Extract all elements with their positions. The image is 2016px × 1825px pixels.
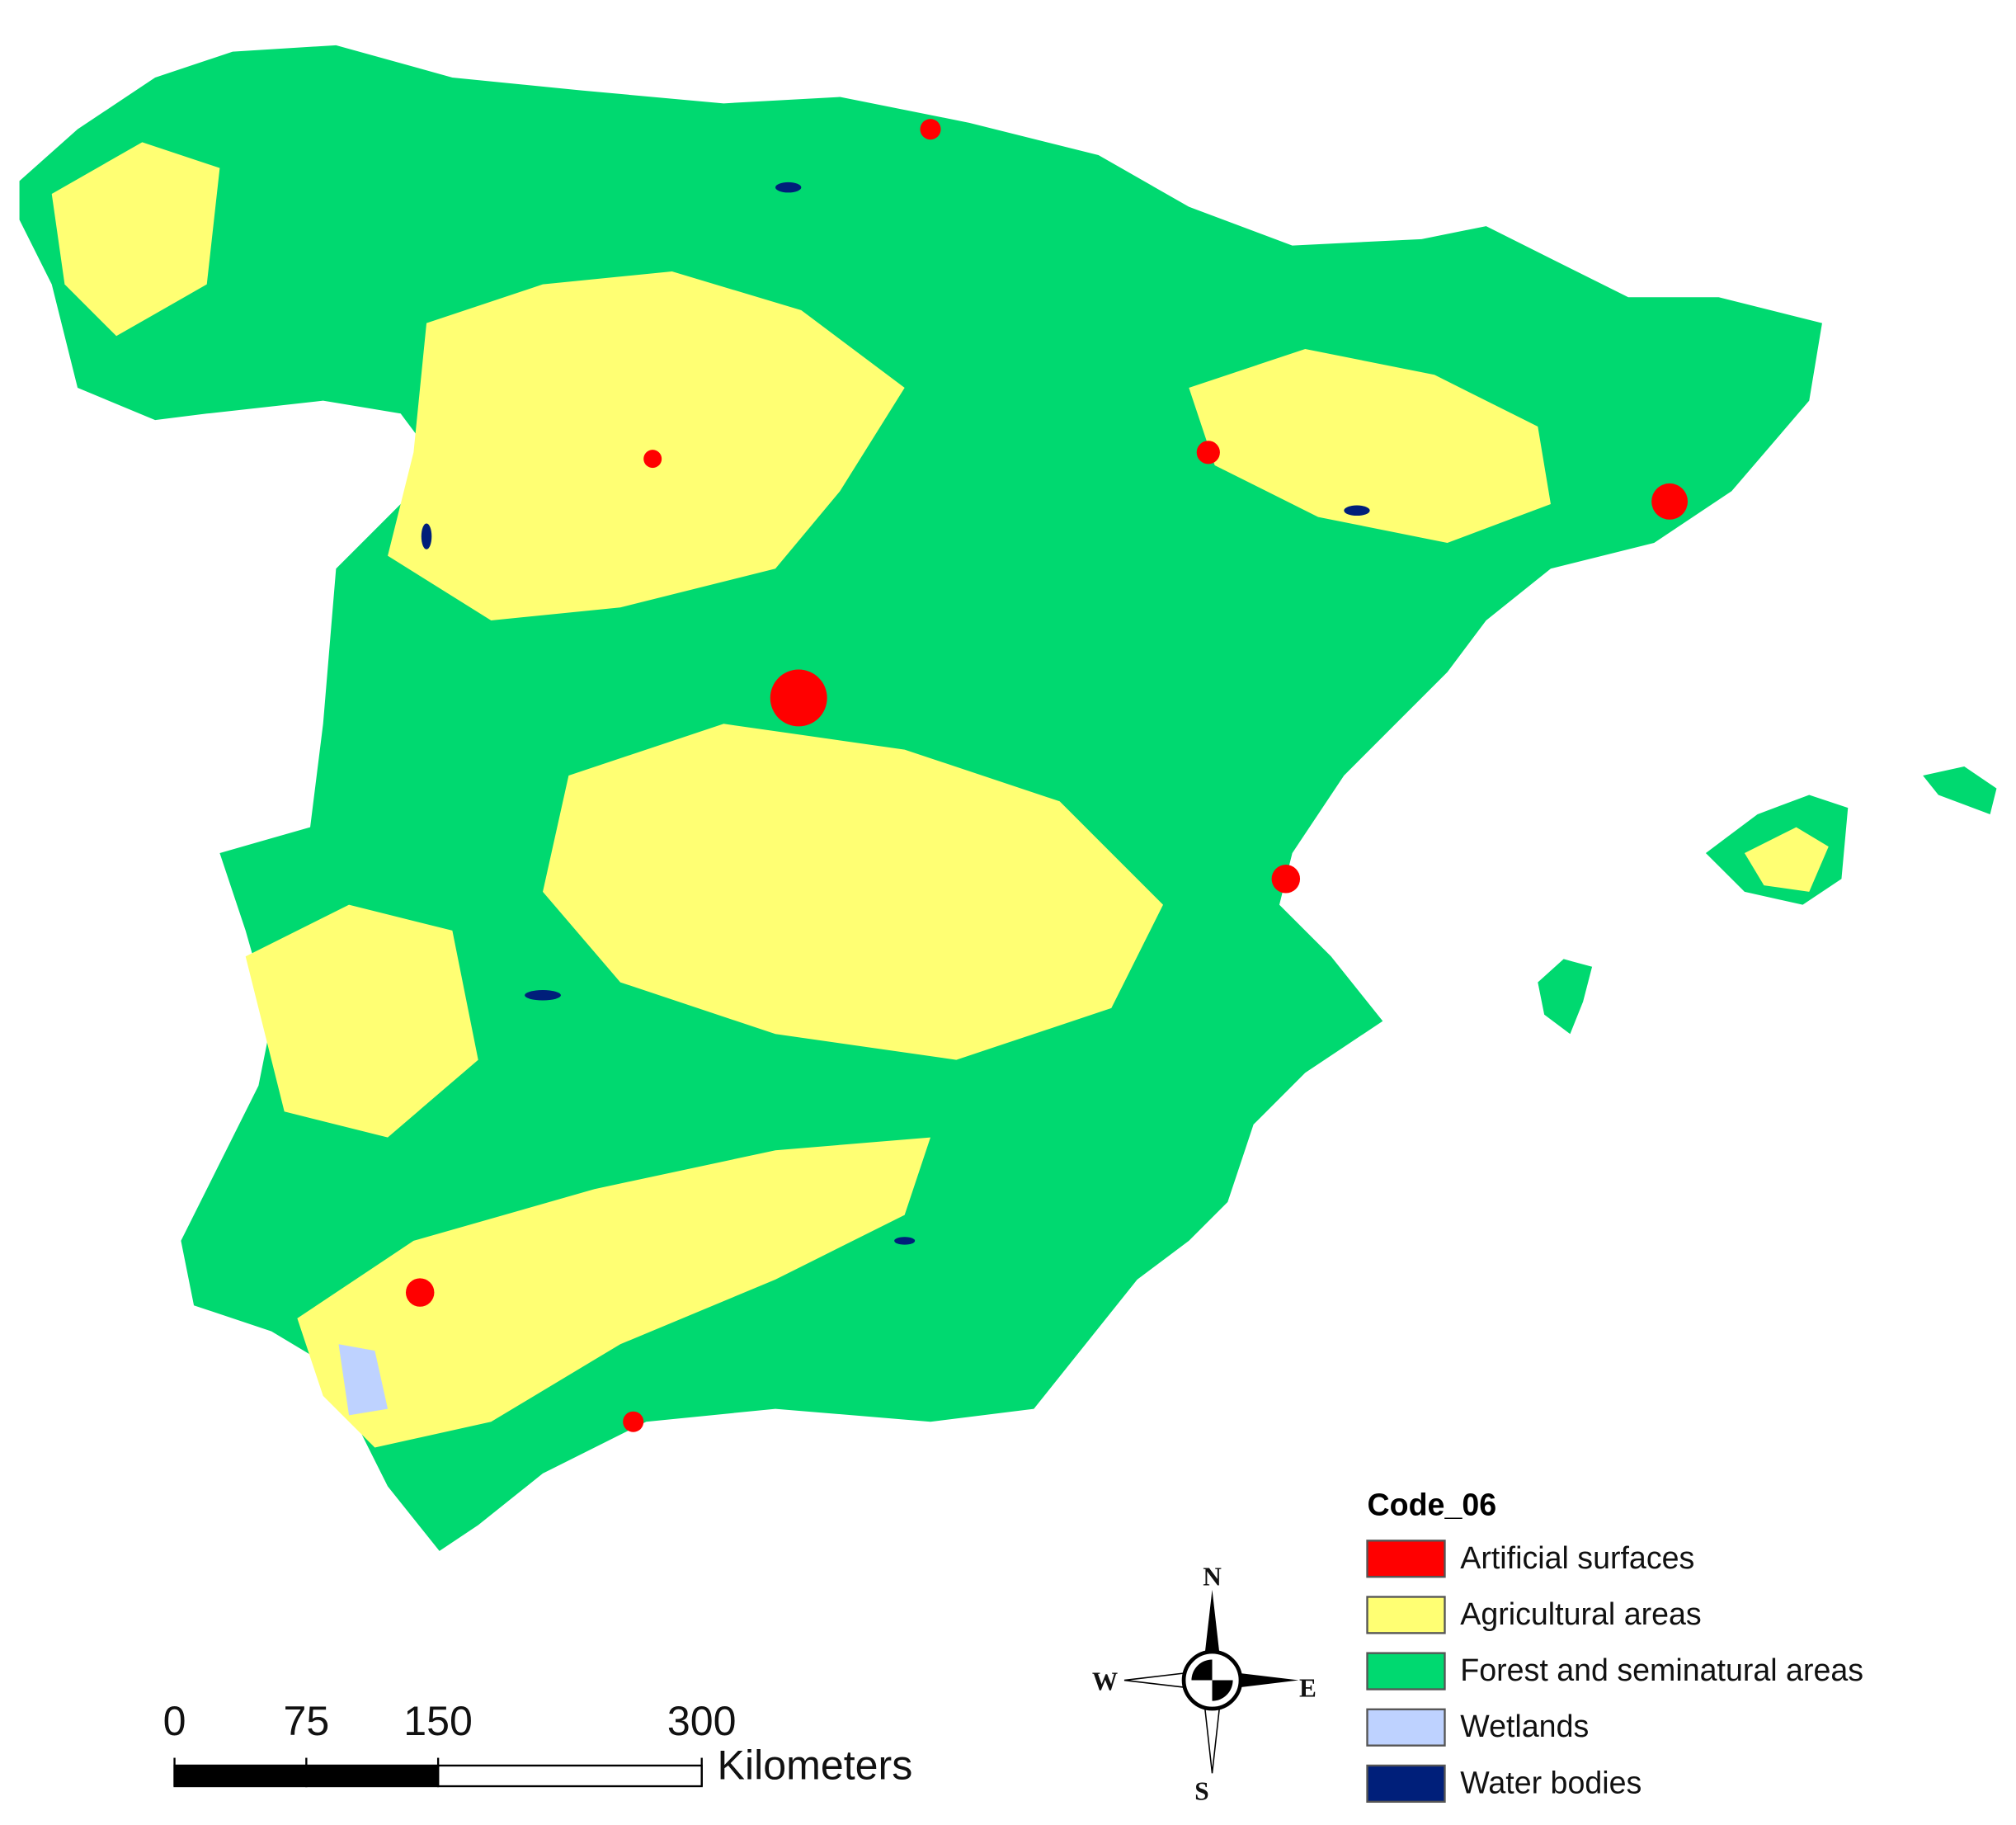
compass-south: S	[1194, 1777, 1208, 1806]
reservoir	[894, 1237, 916, 1245]
valencia	[1271, 865, 1301, 894]
compass-north: N	[1203, 1563, 1222, 1592]
legend-label: Forest and seminatural areas	[1460, 1653, 1863, 1687]
meseta	[388, 271, 905, 620]
scale-label: 75	[283, 1698, 329, 1744]
legend-swatch	[1366, 1764, 1446, 1803]
legend-swatch	[1366, 1596, 1446, 1634]
la-mancha	[543, 724, 1163, 1060]
scale-label: 0	[163, 1698, 186, 1744]
donana	[338, 1344, 389, 1416]
ibiza	[1538, 959, 1593, 1035]
scale-label: 300	[667, 1698, 737, 1744]
legend-swatch	[1366, 1540, 1446, 1578]
bilbao	[920, 119, 941, 140]
legend-label: Artificial surfaces	[1460, 1540, 1694, 1575]
legend-label: Agricultural areas	[1460, 1596, 1701, 1631]
mallorca-fields	[1744, 827, 1829, 892]
legend-label: Wetlands	[1460, 1709, 1589, 1743]
compass: N S W E	[1092, 1563, 1317, 1806]
ebro-valley	[1189, 348, 1551, 543]
menorca	[1923, 766, 1997, 814]
scale-segment	[305, 1764, 440, 1788]
reservoir	[775, 182, 802, 193]
madrid	[770, 669, 827, 727]
galicia-fields	[51, 142, 220, 337]
reservoir	[421, 523, 432, 549]
scale-unit: Kilometers	[718, 1742, 913, 1788]
valladolid	[643, 450, 662, 469]
guadalquivir	[297, 1137, 931, 1448]
legend: Code_06 Artificial surfaces Agricultural …	[1366, 1488, 1863, 1803]
legend-swatch	[1366, 1708, 1446, 1747]
legend-swatch	[1366, 1652, 1446, 1691]
scale-label: 150	[403, 1698, 473, 1744]
legend-label: Water bodies	[1460, 1765, 1642, 1799]
reservoir	[1344, 505, 1370, 516]
sevilla	[405, 1278, 435, 1307]
compass-east: E	[1299, 1673, 1317, 1702]
zaragoza	[1196, 441, 1220, 465]
scale-segment	[436, 1764, 703, 1788]
malaga	[623, 1411, 644, 1432]
barcelona	[1651, 483, 1689, 520]
compass-west: W	[1092, 1667, 1118, 1695]
reservoir	[525, 989, 561, 1001]
land-cover-map	[19, 45, 1997, 1551]
compass-center	[1191, 1659, 1233, 1701]
extremadura-fields	[245, 904, 478, 1138]
scale-segment	[173, 1764, 308, 1788]
legend-title: Code_06	[1368, 1488, 1497, 1522]
